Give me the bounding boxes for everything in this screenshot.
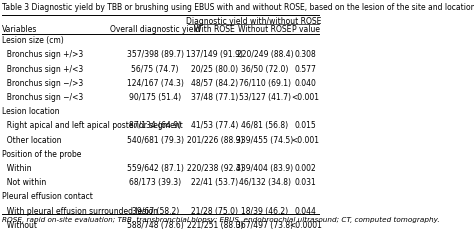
Text: Bronchus sign +/>3: Bronchus sign +/>3 [2, 50, 83, 59]
Text: 22/41 (53.7): 22/41 (53.7) [191, 178, 238, 187]
Text: Lesion size (cm): Lesion size (cm) [2, 36, 64, 45]
Text: P value: P value [292, 25, 319, 34]
Text: <0.0001: <0.0001 [289, 221, 322, 230]
Text: 41/53 (77.4): 41/53 (77.4) [191, 122, 238, 131]
Text: 0.044: 0.044 [295, 207, 317, 216]
Text: 339/455 (74.5): 339/455 (74.5) [237, 136, 293, 145]
Text: With pleural effusion surrounded lesion: With pleural effusion surrounded lesion [2, 207, 158, 216]
Text: Bronchus sign −/<3: Bronchus sign −/<3 [2, 93, 83, 102]
Text: Other location: Other location [2, 136, 62, 145]
Text: 76/110 (69.1): 76/110 (69.1) [239, 79, 291, 88]
Text: Bronchus sign −/>3: Bronchus sign −/>3 [2, 79, 83, 88]
Text: 0.040: 0.040 [295, 79, 317, 88]
Text: 0.577: 0.577 [295, 65, 317, 74]
Text: 48/57 (84.2): 48/57 (84.2) [191, 79, 238, 88]
Text: 68/173 (39.3): 68/173 (39.3) [129, 178, 181, 187]
Text: 137/149 (91.9): 137/149 (91.9) [186, 50, 243, 59]
Text: Right apical and left apical posterior segment: Right apical and left apical posterior s… [2, 122, 183, 131]
Text: 37/48 (77.1): 37/48 (77.1) [191, 93, 238, 102]
Text: 220/238 (92.4): 220/238 (92.4) [187, 164, 243, 173]
Text: Diagnostic yield with/without ROSE: Diagnostic yield with/without ROSE [186, 17, 321, 26]
Text: 220/249 (88.4): 220/249 (88.4) [237, 50, 293, 59]
Text: 20/25 (80.0): 20/25 (80.0) [191, 65, 238, 74]
Text: 367/497 (73.8): 367/497 (73.8) [237, 221, 293, 230]
Text: Variables: Variables [2, 25, 37, 34]
Text: 46/81 (56.8): 46/81 (56.8) [241, 122, 289, 131]
Text: 0.031: 0.031 [295, 178, 317, 187]
Text: 588/748 (78.6): 588/748 (78.6) [127, 221, 183, 230]
Text: 221/251 (88.0): 221/251 (88.0) [187, 221, 243, 230]
Text: 559/642 (87.1): 559/642 (87.1) [127, 164, 183, 173]
Text: 0.002: 0.002 [295, 164, 317, 173]
Text: <0.001: <0.001 [292, 136, 319, 145]
Text: 46/132 (34.8): 46/132 (34.8) [239, 178, 291, 187]
Text: 87/134 (64.9): 87/134 (64.9) [129, 122, 181, 131]
Text: 339/404 (83.9): 339/404 (83.9) [237, 164, 293, 173]
Text: Pleural effusion contact: Pleural effusion contact [2, 192, 93, 201]
Text: 18/39 (46.2): 18/39 (46.2) [241, 207, 289, 216]
Text: Table 3 Diagnostic yield by TBB or brushing using EBUS with and without ROSE, ba: Table 3 Diagnostic yield by TBB or brush… [2, 3, 474, 12]
Text: 0.308: 0.308 [295, 50, 317, 59]
Text: Bronchus sign +/<3: Bronchus sign +/<3 [2, 65, 83, 74]
Text: 540/681 (79.3): 540/681 (79.3) [127, 136, 184, 145]
Text: 39/67 (58.2): 39/67 (58.2) [132, 207, 179, 216]
Text: 90/175 (51.4): 90/175 (51.4) [129, 93, 181, 102]
Text: Within: Within [2, 164, 32, 173]
Text: 56/75 (74.7): 56/75 (74.7) [131, 65, 179, 74]
Text: 0.015: 0.015 [295, 122, 317, 131]
Text: ROSE, rapid on-site evaluation; TBB, transbronchial biopsy; EBUS, endobronchial : ROSE, rapid on-site evaluation; TBB, tra… [2, 216, 440, 222]
Text: Without: Without [2, 221, 37, 230]
Text: Overall diagnostic yield: Overall diagnostic yield [110, 25, 201, 34]
Text: With ROSE: With ROSE [194, 25, 235, 34]
Text: 36/50 (72.0): 36/50 (72.0) [241, 65, 289, 74]
Text: Not within: Not within [2, 178, 46, 187]
Text: Lesion location: Lesion location [2, 107, 60, 116]
Text: <0.001: <0.001 [292, 93, 319, 102]
Text: 201/226 (88.9): 201/226 (88.9) [187, 136, 243, 145]
Text: 124/167 (74.3): 124/167 (74.3) [127, 79, 183, 88]
Text: Without ROSE: Without ROSE [238, 25, 292, 34]
Text: Position of the probe: Position of the probe [2, 150, 82, 159]
Text: 357/398 (89.7): 357/398 (89.7) [127, 50, 184, 59]
Text: 53/127 (41.7): 53/127 (41.7) [239, 93, 291, 102]
Text: 21/28 (75.0): 21/28 (75.0) [191, 207, 238, 216]
